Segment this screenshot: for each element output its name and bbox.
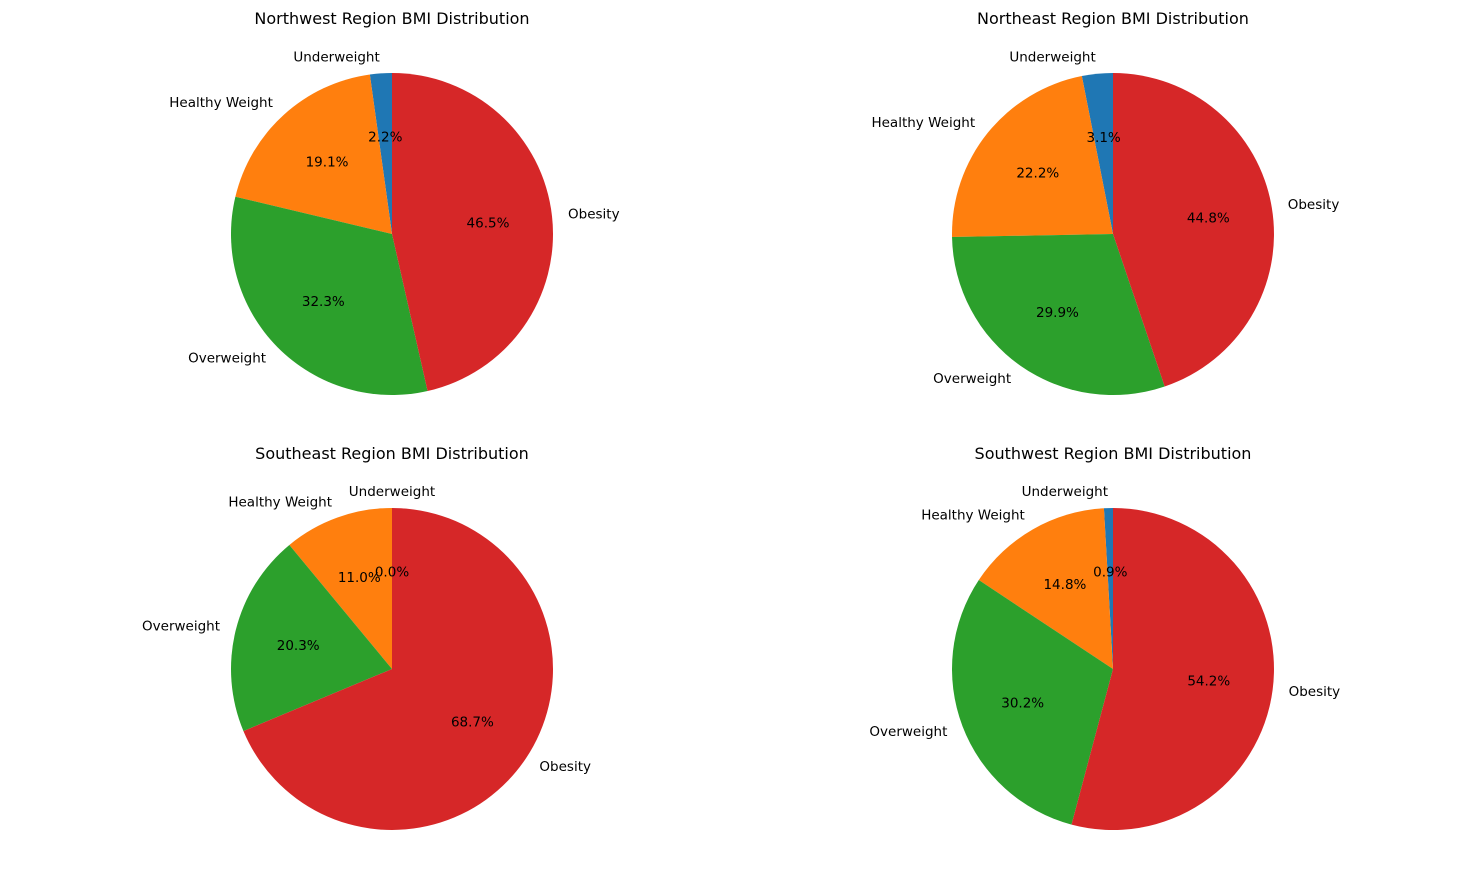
percent-label-healthy-weight: 11.0%: [338, 570, 381, 586]
slice-label-overweight: Overweight: [869, 724, 947, 740]
percent-label-overweight: 32.3%: [302, 294, 345, 310]
percent-label-healthy-weight: 22.2%: [1016, 165, 1059, 181]
pie-slice-overweight: [952, 234, 1165, 395]
percent-label-underweight: 0.9%: [1093, 564, 1127, 580]
percent-label-obesity: 46.5%: [467, 215, 510, 231]
pie-northeast: Underweight 3.1% Healthy Weight 22.2% Overwe…: [871, 50, 1339, 395]
pie-slice-healthy-weight: [289, 508, 392, 669]
slice-label-obesity: Obesity: [1288, 197, 1340, 213]
slice-label-overweight: Overweight: [142, 619, 220, 635]
pie-title-northeast: Northeast Region BMI Distribution: [977, 9, 1249, 28]
pie-slice-underweight: [1103, 508, 1113, 669]
pie-slice-obesity: [243, 508, 553, 830]
percent-label-healthy-weight: 19.1%: [306, 155, 349, 171]
percent-label-overweight: 30.2%: [1001, 695, 1044, 711]
slice-label-healthy-weight: Healthy Weight: [871, 115, 975, 131]
pie-slice-healthy-weight: [978, 508, 1113, 669]
pie-slice-obesity: [1113, 73, 1274, 387]
pie-slice-underweight: [1081, 72, 1113, 234]
percent-label-underweight: 2.2%: [368, 130, 402, 146]
slice-label-overweight: Overweight: [933, 371, 1011, 387]
pie-slice-healthy-weight: [235, 74, 392, 234]
pie-slice-overweight: [230, 196, 428, 396]
slice-label-healthy-weight: Healthy Weight: [228, 494, 332, 510]
slice-label-underweight: Underweight: [1009, 50, 1095, 66]
pie-southwest: Underweight 0.9% Healthy Weight 14.8% Overwe…: [869, 484, 1341, 831]
percent-label-overweight: 29.9%: [1036, 305, 1079, 321]
pie-title-southeast: Southeast Region BMI Distribution: [255, 444, 529, 463]
pie-title-northwest: Northwest Region BMI Distribution: [254, 9, 529, 28]
pie-northwest: Underweight 2.2% Healthy Weight 19.1% Overwe…: [169, 49, 620, 396]
percent-label-overweight: 20.3%: [277, 638, 320, 654]
slice-label-underweight: Underweight: [1022, 484, 1108, 500]
slice-label-healthy-weight: Healthy Weight: [921, 507, 1025, 523]
slice-label-obesity: Obesity: [539, 759, 591, 775]
pie-title-southwest: Southwest Region BMI Distribution: [975, 444, 1252, 463]
slice-label-underweight: Underweight: [293, 49, 379, 65]
pie-slice-obesity: [1071, 508, 1274, 831]
percent-label-underweight: 3.1%: [1086, 130, 1120, 146]
slice-label-healthy-weight: Healthy Weight: [169, 95, 273, 111]
slice-label-overweight: Overweight: [188, 351, 266, 367]
percent-label-obesity: 54.2%: [1187, 674, 1230, 690]
pie-slice-underweight: [369, 73, 392, 234]
percent-label-obesity: 68.7%: [451, 715, 494, 731]
pie-slice-overweight: [951, 580, 1113, 825]
percent-label-obesity: 44.8%: [1187, 210, 1230, 226]
pie-southeast: Underweight 0.0% Healthy Weight 11.0% Overwe…: [142, 484, 591, 830]
slice-label-obesity: Obesity: [1289, 684, 1341, 700]
slice-label-obesity: Obesity: [568, 206, 620, 222]
percent-label-underweight: 0.0%: [375, 564, 409, 580]
pie-slice-obesity: [392, 72, 554, 392]
slice-label-underweight: Underweight: [349, 484, 435, 500]
pie-slice-healthy-weight: [952, 76, 1113, 238]
percent-label-healthy-weight: 14.8%: [1043, 577, 1086, 593]
pie-slice-overweight: [230, 544, 392, 732]
